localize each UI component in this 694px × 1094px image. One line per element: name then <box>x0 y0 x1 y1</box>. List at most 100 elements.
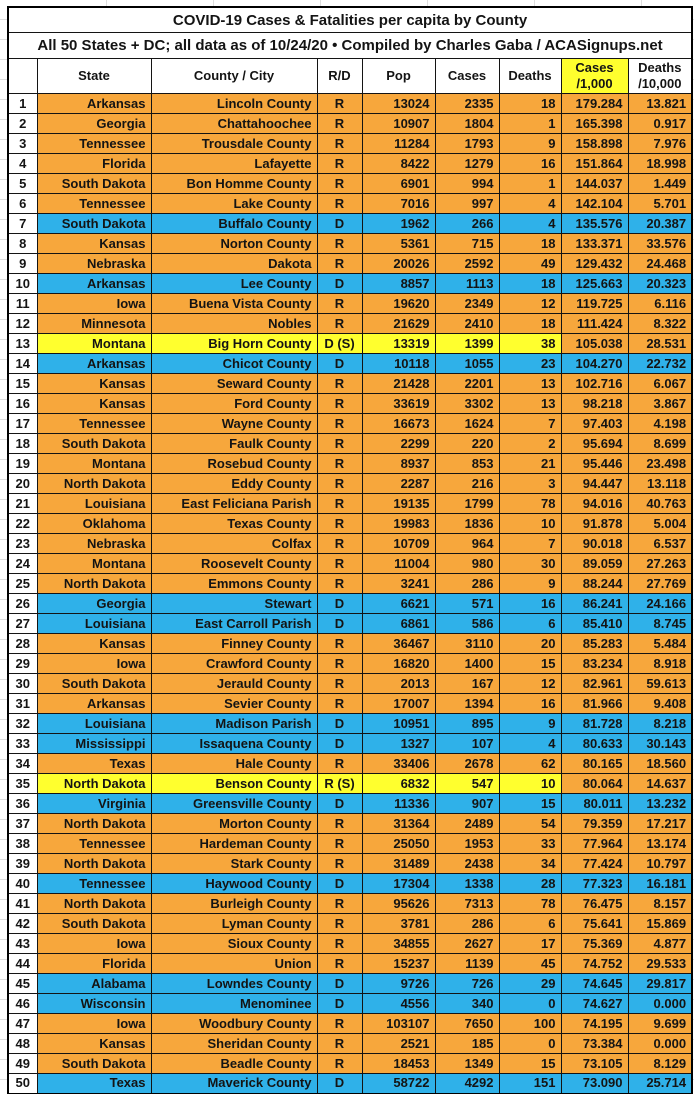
cases-cell: 2678 <box>434 753 500 774</box>
county-cell: Hale County <box>150 753 318 774</box>
party-cell: D <box>316 1073 363 1094</box>
cases-per-1k-cell: 80.165 <box>560 753 629 774</box>
cases-per-1k-cell: 111.424 <box>560 313 629 334</box>
state-cell: Nebraska <box>36 533 152 554</box>
party-cell: R <box>316 233 363 254</box>
cases-per-1k-cell: 125.663 <box>560 273 629 294</box>
deaths-per-10k-cell: 27.263 <box>627 553 693 574</box>
cases-per-1k-cell: 77.323 <box>560 873 629 894</box>
deaths-per-10k-cell: 59.613 <box>627 673 693 694</box>
table-row: 32 Louisiana Madison Parish D 10951 895 9 81.72… <box>7 713 693 734</box>
table-row: 43 Iowa Sioux County R 34855 2627 17 75.369 4.87… <box>7 933 693 954</box>
row-number: 39 <box>7 853 38 874</box>
county-cell: Greensville County <box>150 793 318 814</box>
deaths-per-10k-cell: 6.116 <box>627 293 693 314</box>
deaths-per-10k-cell: 25.714 <box>627 1073 693 1094</box>
table-row: 6 Tennessee Lake County R 7016 997 4 142.104 5.7… <box>7 193 693 214</box>
cases-per-1k-cell: 83.234 <box>560 653 629 674</box>
party-cell: R <box>316 473 363 494</box>
row-number: 9 <box>7 253 38 274</box>
pop-cell: 11004 <box>361 553 436 574</box>
party-cell: D <box>316 613 363 634</box>
pop-cell: 9726 <box>361 973 436 994</box>
deaths-cell: 12 <box>498 673 562 694</box>
cases-per-1k-cell: 76.475 <box>560 893 629 914</box>
state-cell: Oklahoma <box>36 513 152 534</box>
table-row: 1 Arkansas Lincoln County R 13024 2335 18 179.2… <box>7 93 693 114</box>
row-number: 33 <box>7 733 38 754</box>
pop-cell: 20026 <box>361 253 436 274</box>
deaths-cell: 10 <box>498 773 562 794</box>
cases-per-1k-cell: 86.241 <box>560 593 629 614</box>
deaths-cell: 100 <box>498 1013 562 1034</box>
deaths-per-10k-cell: 8.745 <box>627 613 693 634</box>
cases-cell: 2489 <box>434 813 500 834</box>
pop-cell: 2287 <box>361 473 436 494</box>
page-subtitle: All 50 States + DC; all data as of 10/24… <box>7 32 693 59</box>
state-cell: South Dakota <box>36 1053 152 1074</box>
table-row: 48 Kansas Sheridan County R 2521 185 0 73.384 0.… <box>7 1033 693 1054</box>
party-cell: R <box>316 1013 363 1034</box>
party-cell: R <box>316 93 363 114</box>
row-number: 48 <box>7 1033 38 1054</box>
cases-per-1k-cell: 80.064 <box>560 773 629 794</box>
deaths-per-10k-cell: 20.387 <box>627 213 693 234</box>
county-cell: Lafayette <box>150 153 318 174</box>
cases-cell: 2410 <box>434 313 500 334</box>
pop-cell: 3241 <box>361 573 436 594</box>
table-row: 21 Louisiana East Feliciana Parish R 19135 17… <box>7 493 693 514</box>
county-cell: Seward County <box>150 373 318 394</box>
col-header-rank <box>7 58 38 94</box>
deaths-cell: 1 <box>498 173 562 194</box>
county-cell: Hardeman County <box>150 833 318 854</box>
deaths-cell: 15 <box>498 1053 562 1074</box>
deaths-per-10k-cell: 8.218 <box>627 713 693 734</box>
state-cell: North Dakota <box>36 813 152 834</box>
table-row: 45 Alabama Lowndes County D 9726 726 29 74.645 2… <box>7 973 693 994</box>
cases-cell: 1799 <box>434 493 500 514</box>
cases-cell: 3110 <box>434 633 500 654</box>
pop-cell: 15237 <box>361 953 436 974</box>
deaths-per-10k-cell: 7.976 <box>627 133 693 154</box>
county-cell: Benson County <box>150 773 318 794</box>
pop-cell: 8857 <box>361 273 436 294</box>
party-cell: D <box>316 213 363 234</box>
county-cell: Roosevelt County <box>150 553 318 574</box>
table-row: 35 North Dakota Benson County R (S) 6832 547 1… <box>7 773 693 794</box>
row-number: 6 <box>7 193 38 214</box>
county-cell: Emmons County <box>150 573 318 594</box>
pop-cell: 33406 <box>361 753 436 774</box>
cases-per-1k-cell: 119.725 <box>560 293 629 314</box>
row-number: 11 <box>7 293 38 314</box>
deaths-cell: 30 <box>498 553 562 574</box>
state-cell: Georgia <box>36 593 152 614</box>
table-row: 5 South Dakota Bon Homme County R 6901 994 1 14… <box>7 173 693 194</box>
party-cell: R <box>316 833 363 854</box>
county-cell: Finney County <box>150 633 318 654</box>
deaths-per-10k-cell: 1.449 <box>627 173 693 194</box>
deaths-cell: 15 <box>498 653 562 674</box>
pop-cell: 95626 <box>361 893 436 914</box>
party-cell: R <box>316 173 363 194</box>
party-cell: D <box>316 593 363 614</box>
table-body: 1 Arkansas Lincoln County R 13024 2335 18 179.2… <box>7 93 693 1094</box>
row-number: 5 <box>7 173 38 194</box>
county-cell: Chicot County <box>150 353 318 374</box>
county-cell: Beadle County <box>150 1053 318 1074</box>
state-cell: Louisiana <box>36 613 152 634</box>
col-header-state: State <box>36 58 152 94</box>
pop-cell: 10907 <box>361 113 436 134</box>
table-row: 38 Tennessee Hardeman County R 25050 1953 33 77… <box>7 833 693 854</box>
row-number: 3 <box>7 133 38 154</box>
table-row: 29 Iowa Crawford County R 16820 1400 15 83.234 8… <box>7 653 693 674</box>
deaths-cell: 17 <box>498 933 562 954</box>
deaths-per-10k-cell: 9.408 <box>627 693 693 714</box>
county-cell: Buena Vista County <box>150 293 318 314</box>
party-cell: R <box>316 693 363 714</box>
cases-cell: 980 <box>434 553 500 574</box>
deaths-cell: 21 <box>498 453 562 474</box>
state-cell: Montana <box>36 333 152 354</box>
cases-cell: 964 <box>434 533 500 554</box>
state-cell: Florida <box>36 953 152 974</box>
state-cell: Iowa <box>36 293 152 314</box>
